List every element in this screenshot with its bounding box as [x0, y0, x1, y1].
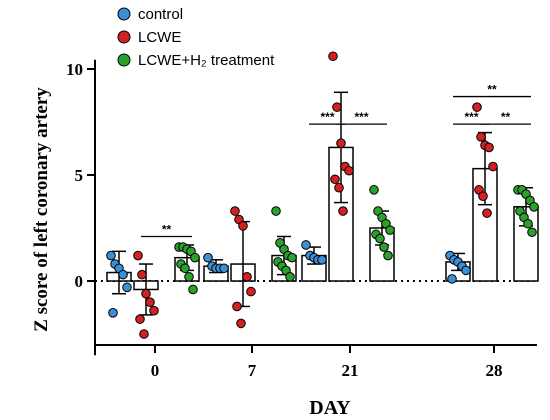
data-point	[461, 265, 471, 276]
data-point	[344, 165, 354, 176]
data-point	[482, 208, 492, 218]
data-point	[203, 252, 213, 263]
x-tick-label: 0	[151, 361, 160, 380]
data-point	[317, 254, 327, 265]
x-tick-label: 21	[342, 361, 359, 380]
legend-label: control	[138, 6, 183, 23]
legend-marker	[117, 7, 131, 21]
significance-label: ***	[464, 110, 478, 124]
legend-marker	[117, 30, 131, 44]
data-point	[472, 102, 482, 112]
data-point	[133, 250, 143, 261]
data-point	[184, 271, 194, 282]
data-point	[488, 161, 498, 172]
data-point	[238, 221, 248, 231]
data-point	[375, 233, 385, 244]
data-point	[336, 138, 346, 148]
data-point	[338, 206, 348, 216]
data-point	[246, 286, 256, 297]
data-point	[188, 284, 198, 295]
legend-label: LCWE+H₂ treatment	[138, 52, 275, 69]
significance-label: ***	[320, 110, 334, 124]
data-point	[141, 288, 151, 299]
data-point	[383, 250, 393, 261]
data-point	[118, 269, 128, 280]
data-point	[332, 102, 342, 112]
data-point	[137, 269, 147, 280]
significance-label: **	[501, 110, 511, 124]
data-point	[108, 308, 118, 318]
data-point	[447, 274, 457, 284]
data-point	[271, 206, 281, 216]
y-axis-title: Z score of left coronary artery	[31, 87, 52, 332]
data-point	[106, 250, 116, 261]
data-point	[230, 206, 240, 216]
data-point	[232, 301, 242, 312]
legend: control LCWE LCWE+H₂ treatment	[117, 6, 275, 69]
data-point	[285, 271, 295, 282]
data-point	[219, 263, 229, 274]
significance-label: ***	[354, 110, 368, 124]
y-tick-label: 0	[75, 272, 84, 291]
x-axis-title: DAY	[309, 397, 351, 419]
y-tick-label: 10	[66, 60, 83, 79]
data-point	[139, 329, 149, 339]
y-tick-label: 5	[75, 166, 84, 185]
data-point	[527, 227, 537, 238]
data-point	[484, 142, 494, 153]
data-point	[330, 174, 340, 185]
data-point	[149, 305, 159, 316]
data-point	[529, 202, 539, 212]
data-point	[242, 271, 252, 282]
x-tick-label: 7	[248, 361, 257, 380]
data-point	[180, 263, 190, 274]
significance-label: **	[162, 222, 172, 236]
data-point	[122, 282, 132, 293]
data-point	[287, 252, 297, 263]
data-point	[328, 51, 338, 62]
significance-label: **	[487, 83, 497, 97]
data-point	[135, 314, 145, 324]
data-point	[236, 318, 246, 329]
data-point	[478, 191, 488, 201]
x-tick-label: 28	[486, 361, 503, 380]
data-point	[369, 185, 379, 195]
data-point	[301, 240, 311, 250]
legend-marker	[117, 53, 131, 67]
data-point	[379, 242, 389, 252]
data-point	[476, 132, 486, 142]
data-point	[334, 182, 344, 193]
data-point	[190, 252, 200, 263]
data-point	[385, 225, 395, 235]
data-point	[523, 218, 533, 229]
legend-label: LCWE	[138, 29, 181, 46]
data-point	[145, 297, 155, 308]
